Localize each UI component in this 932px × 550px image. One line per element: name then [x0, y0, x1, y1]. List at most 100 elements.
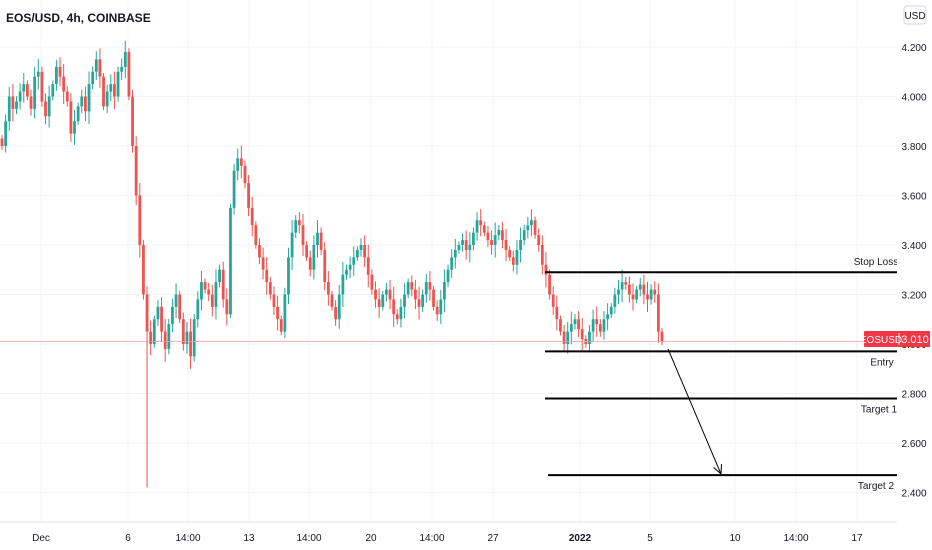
- candle: [486, 225, 490, 247]
- candle: [573, 314, 577, 330]
- candle: [272, 286, 276, 316]
- candle: [40, 66, 44, 107]
- candle: [435, 300, 439, 321]
- price-tick: 2.800: [901, 390, 926, 401]
- candle: [656, 283, 660, 343]
- candle: [142, 239, 145, 300]
- candle: [261, 247, 265, 280]
- candle: [472, 227, 475, 251]
- projection-arrow: [667, 348, 722, 475]
- candle: [44, 93, 47, 125]
- candle: [297, 212, 301, 234]
- candle: [522, 224, 526, 246]
- candle: [653, 281, 657, 303]
- candle: [439, 289, 443, 324]
- level-entry[interactable]: Entry2.970: [545, 343, 930, 368]
- candle: [631, 283, 635, 311]
- candle: [555, 295, 559, 331]
- candle: [326, 270, 330, 306]
- currency-button[interactable]: USD: [903, 5, 927, 25]
- candle: [620, 269, 624, 303]
- level-target-2[interactable]: Target 22.470: [548, 467, 930, 492]
- candle: [540, 235, 544, 275]
- candle: [374, 281, 377, 308]
- candle: [18, 83, 22, 110]
- price-axis[interactable]: 4.2004.0003.8003.6003.4003.2003.0002.800…: [901, 43, 926, 500]
- candle: [232, 164, 236, 215]
- current-price-tag: EOSUSD 3.010: [860, 331, 930, 347]
- candle: [174, 283, 178, 319]
- candle: [221, 261, 225, 308]
- price-tick: 3.400: [901, 241, 926, 252]
- candle: [109, 74, 113, 102]
- candle: [453, 238, 457, 269]
- candle: [355, 246, 359, 262]
- candle: [468, 232, 472, 263]
- candle: [642, 274, 646, 305]
- time-tick: 5: [647, 533, 653, 544]
- candle: [504, 228, 508, 262]
- candle: [160, 297, 163, 342]
- candle: [577, 311, 580, 338]
- candle: [624, 276, 628, 290]
- time-tick: 2022: [569, 533, 592, 544]
- candle: [308, 250, 312, 277]
- candle: [497, 224, 501, 241]
- candle: [461, 233, 464, 252]
- candle: [381, 290, 385, 311]
- candle: [36, 59, 40, 90]
- candle: [123, 40, 127, 78]
- candle: [203, 278, 207, 294]
- candle: [167, 319, 171, 355]
- candle: [479, 209, 483, 237]
- candle: [370, 269, 374, 295]
- candle: [250, 196, 254, 237]
- candle: [214, 269, 218, 320]
- candle: [443, 269, 446, 313]
- candle: [348, 256, 352, 278]
- level-target-1[interactable]: Target 12.780: [545, 390, 930, 415]
- price-tick: 4.200: [901, 43, 926, 54]
- candle: [134, 136, 138, 206]
- candle: [200, 270, 203, 311]
- time-axis[interactable]: Dec 6 14:00 13 14:00 20 14:00 27 2022 5 10 14:00 17: [0, 521, 897, 544]
- candle: [417, 286, 421, 320]
- candle: [265, 257, 269, 295]
- candle: [294, 215, 298, 238]
- candle: [334, 300, 338, 326]
- candle: [268, 276, 272, 300]
- candle: [301, 214, 305, 257]
- time-tick: Dec: [32, 533, 50, 544]
- candle: [0, 134, 4, 150]
- candle: [501, 221, 504, 249]
- candle: [464, 230, 468, 260]
- level-stop-loss[interactable]: Stop Loss3.290: [545, 257, 930, 281]
- candle: [493, 222, 497, 258]
- candle: [15, 96, 18, 115]
- candle: [152, 315, 156, 348]
- candle: [410, 275, 414, 297]
- candle: [29, 89, 33, 116]
- candle: [247, 174, 250, 217]
- time-tick: 17: [851, 533, 863, 544]
- candle: [254, 221, 258, 249]
- candle: [69, 93, 73, 142]
- candle: [330, 290, 334, 311]
- candle: [65, 86, 69, 107]
- candle: [345, 264, 348, 280]
- candle: [145, 286, 149, 488]
- candle: [279, 315, 283, 336]
- candle: [196, 291, 200, 328]
- candle: [25, 80, 29, 101]
- candle: [511, 250, 515, 272]
- candle: [635, 285, 639, 304]
- level-label: Entry: [870, 357, 893, 368]
- candle: [54, 60, 58, 91]
- candle: [450, 249, 454, 278]
- candle: [305, 241, 309, 262]
- candle: [649, 284, 653, 305]
- candle: [602, 311, 606, 340]
- time-tick: 14:00: [175, 533, 200, 544]
- candle: [102, 72, 105, 111]
